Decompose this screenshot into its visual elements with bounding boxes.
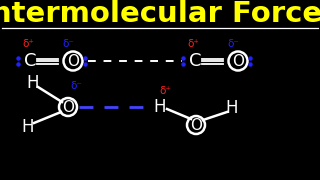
Text: δ⁻: δ⁻ [70,81,82,91]
Text: O: O [67,53,79,69]
Text: H: H [27,74,39,92]
Text: C: C [24,52,36,70]
Text: H: H [22,118,34,136]
Text: O: O [232,53,244,69]
Text: δ⁺: δ⁺ [187,39,199,49]
Text: O: O [190,118,202,132]
Text: H: H [226,99,238,117]
Text: H: H [154,98,166,116]
Text: δ⁻: δ⁻ [62,39,74,49]
Text: δ⁻: δ⁻ [227,39,239,49]
Text: δ⁺: δ⁺ [22,39,34,49]
Text: C: C [189,52,201,70]
Text: δ⁺: δ⁺ [159,86,171,96]
Text: Intermolecular Forces: Intermolecular Forces [0,0,320,28]
Text: O: O [62,100,74,114]
